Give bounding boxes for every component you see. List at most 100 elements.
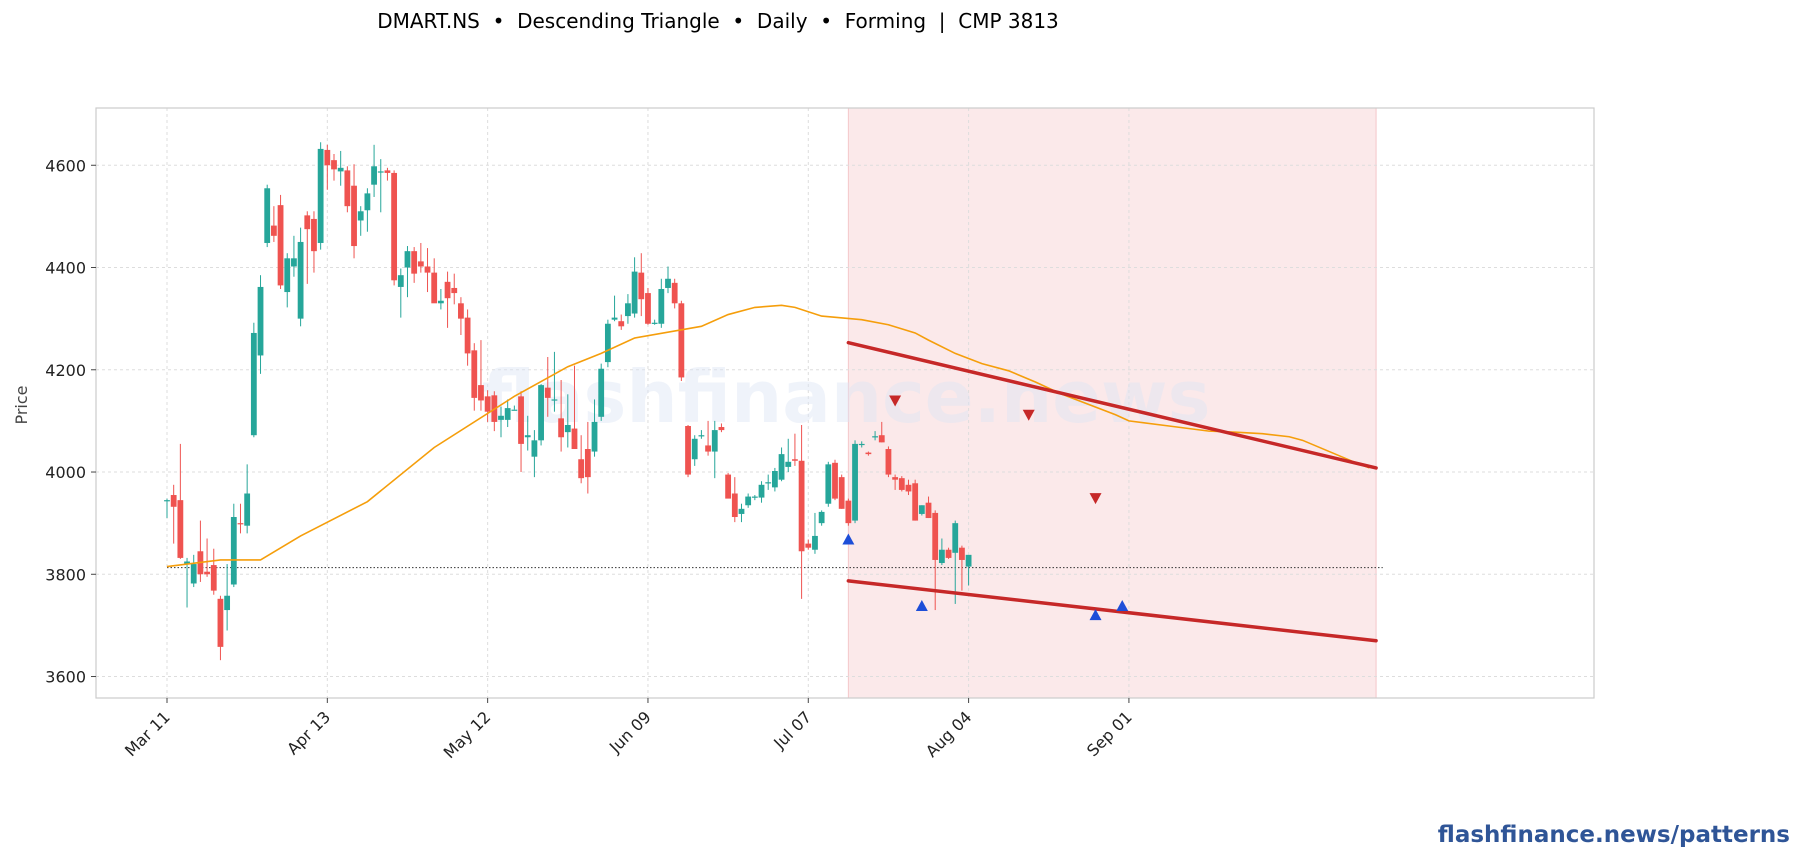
candle (377, 159, 384, 213)
candle (698, 430, 705, 439)
candle (564, 394, 571, 448)
candle-body (397, 275, 404, 287)
candle-body (164, 500, 170, 502)
candle-body (351, 185, 357, 247)
candles (164, 142, 972, 661)
candle-body (671, 282, 678, 304)
candle-body (725, 474, 732, 499)
candle-body (277, 205, 284, 286)
candle (451, 273, 458, 305)
candle (404, 246, 411, 298)
x-tick-label: Sep 01 (1083, 707, 1136, 760)
candle-body (665, 278, 671, 288)
candle (705, 420, 711, 456)
candle-body (631, 271, 638, 314)
candle (671, 278, 678, 309)
candle-body (311, 218, 317, 252)
candle (691, 435, 698, 466)
candle-body (604, 323, 611, 363)
candle (865, 451, 872, 456)
candle (391, 170, 398, 286)
candle-body (464, 317, 471, 354)
candle-body (538, 385, 544, 441)
candle (785, 438, 792, 473)
candle-body (204, 571, 210, 575)
candle-body (498, 415, 504, 420)
candle-body (938, 549, 945, 564)
candle-body (792, 459, 798, 461)
candle (210, 548, 217, 595)
candle (665, 266, 671, 294)
candle (885, 446, 892, 478)
candle (604, 319, 611, 368)
candle-body (578, 459, 585, 479)
candle (832, 459, 838, 501)
candle-body (331, 160, 337, 170)
moving-average-line (166, 304, 1370, 568)
candle-body (912, 483, 919, 521)
swing-low-marker (915, 599, 928, 611)
candle-body (584, 449, 591, 478)
swing-low-marker (1116, 599, 1129, 611)
candle-body (711, 430, 718, 452)
candle-body (371, 166, 377, 185)
candle-body (244, 493, 251, 526)
candle-body (765, 482, 772, 484)
candle (798, 424, 805, 599)
candle (384, 167, 391, 181)
candle-body (778, 454, 785, 480)
candle-body (551, 399, 558, 401)
candle-body (571, 428, 578, 450)
candle-body (270, 225, 277, 236)
candle (230, 503, 237, 588)
candle (324, 144, 331, 190)
candle (177, 443, 184, 559)
candle (805, 539, 812, 550)
candle-body (865, 452, 872, 455)
candle (825, 461, 832, 507)
y-tick-label: 3800 (45, 565, 86, 584)
candle-body (391, 172, 398, 281)
candle-body (832, 462, 838, 499)
candle (217, 595, 224, 661)
candle-body (885, 449, 892, 475)
candle-body (304, 215, 311, 230)
candle (464, 309, 471, 366)
candle (331, 154, 337, 181)
candle-body (892, 477, 899, 480)
candle-body (698, 435, 705, 437)
candle-body (437, 300, 444, 304)
candle (718, 423, 725, 433)
candle-body (718, 427, 725, 431)
candle (765, 474, 772, 490)
candle-body (918, 505, 925, 514)
candle (371, 144, 377, 197)
candle (812, 512, 818, 554)
candle (838, 474, 845, 509)
candle (437, 288, 444, 310)
x-tick-label: Jul 07 (769, 707, 815, 753)
y-tick-label: 4600 (45, 156, 86, 175)
candle-body (598, 368, 605, 417)
candle-body (544, 387, 551, 398)
swing-high-marker (889, 395, 902, 407)
plot-frame (95, 107, 1595, 699)
candle (618, 314, 625, 330)
candle-body (451, 287, 458, 294)
candle-body (591, 421, 598, 452)
candle (758, 481, 765, 503)
candle (484, 390, 491, 422)
candle (845, 498, 852, 526)
y-tick-label: 4000 (45, 463, 86, 482)
footer-link[interactable]: flashfinance.news/patterns (1437, 822, 1790, 848)
swing-high-marker (1089, 493, 1102, 505)
x-tick-label: Apr 13 (283, 707, 334, 758)
candle (244, 464, 251, 534)
candle-body (190, 564, 197, 584)
candle-body (691, 438, 698, 460)
candle-body (685, 426, 691, 475)
candle (364, 188, 371, 232)
candle (932, 510, 939, 611)
candle (304, 211, 311, 284)
candle-body (317, 148, 324, 243)
